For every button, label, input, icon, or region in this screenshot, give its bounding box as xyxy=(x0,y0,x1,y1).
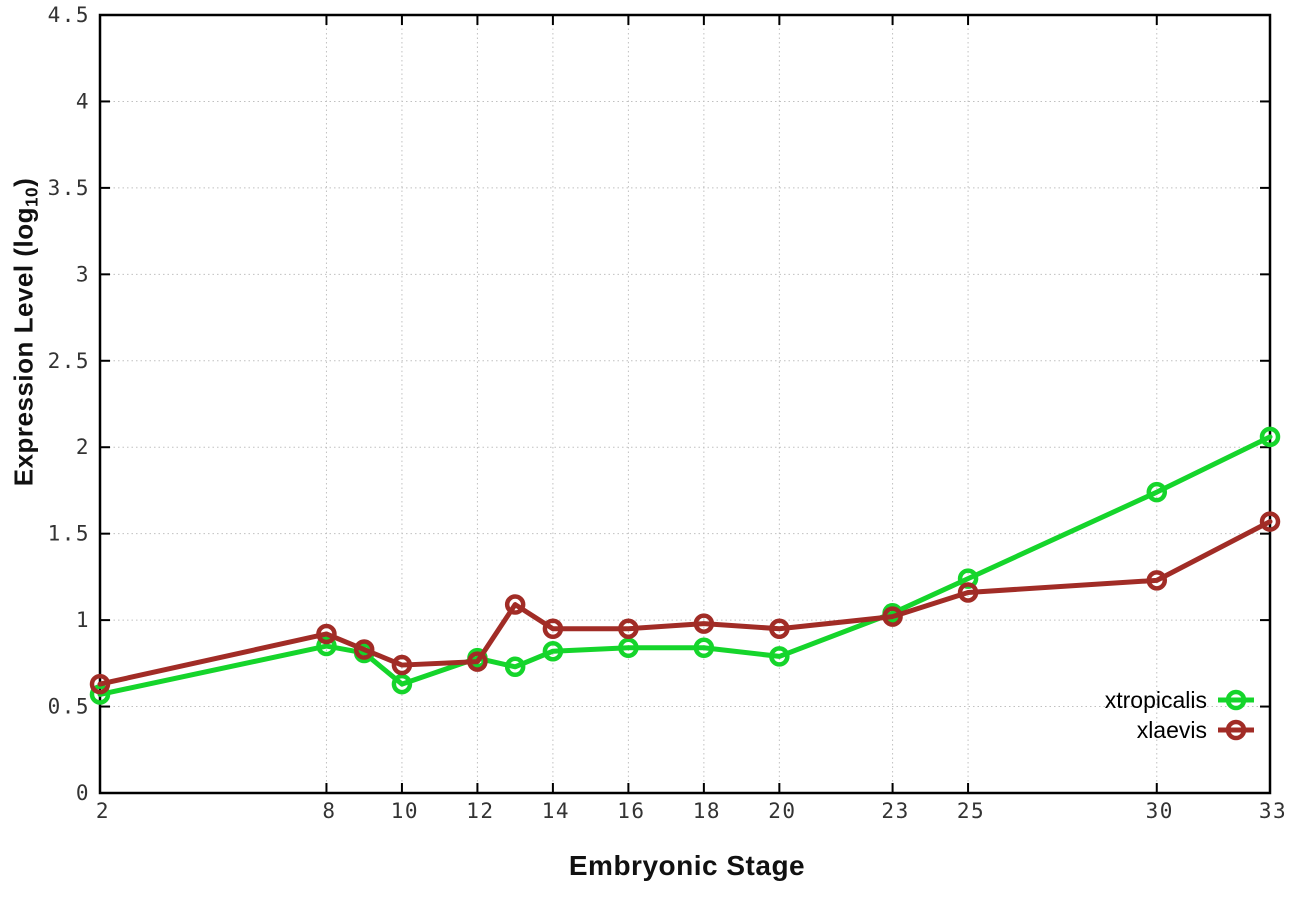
x-tick-labels: 2 8 10 12 14 16 18 20 23 25 30 33 xyxy=(96,799,1287,823)
axis-ticks xyxy=(99,14,1271,794)
y-axis-title-subscript: 10 xyxy=(21,186,42,208)
xlaevis-data-point-marker xyxy=(957,582,979,603)
plot-border xyxy=(98,13,1272,795)
xlaevis-data-point-marker xyxy=(882,606,903,627)
xlaevis-data-point-marker xyxy=(391,654,413,676)
y-tick-label: 4.5 xyxy=(48,3,90,27)
series-xlaevis xyxy=(89,511,1281,695)
xlaevis-data-point-marker xyxy=(769,618,790,640)
gridlines xyxy=(100,15,1270,793)
x-tick-label: 10 xyxy=(391,799,419,823)
x-tick-label: 12 xyxy=(466,799,494,823)
xlaevis-data-point-marker xyxy=(1259,511,1281,532)
x-tick-label: 23 xyxy=(881,799,909,823)
xlaevis-data-point-marker xyxy=(618,618,639,640)
x-tick-label: 14 xyxy=(542,799,570,823)
series-xtropicalis xyxy=(89,426,1281,705)
y-tick-label: 0 xyxy=(76,781,90,805)
xtropicalis-line xyxy=(97,434,1273,697)
xtropicalis-data-point-marker xyxy=(1259,426,1281,448)
xlaevis-data-point-marker xyxy=(316,623,337,645)
xlaevis-data-point-marker xyxy=(467,651,488,672)
legend-label-xlaevis: xlaevis xyxy=(1136,716,1207,743)
x-axis-title: Embryonic Stage xyxy=(568,850,806,881)
xlaevis-line xyxy=(97,519,1273,687)
x-tick-label: 25 xyxy=(957,799,985,823)
legend-item-xlaevis: xlaevis xyxy=(1137,716,1255,744)
legend: xtropicalis xlaevis xyxy=(1105,686,1255,744)
xtropicalis-data-point-marker xyxy=(391,673,413,695)
xtropicalis-data-point-marker xyxy=(693,637,715,659)
y-tick-label: 3 xyxy=(76,262,90,286)
xlaevis-data-point-marker xyxy=(693,613,715,634)
y-tick-label: 3.5 xyxy=(48,176,90,200)
xtropicalis-data-point-marker xyxy=(316,635,337,657)
x-tick-label: 2 xyxy=(96,799,110,823)
xtropicalis-data-point-marker xyxy=(542,640,564,662)
y-tick-label: 2.5 xyxy=(48,349,90,373)
y-tick-label: 2 xyxy=(76,435,90,459)
y-tick-label: 1 xyxy=(76,608,90,632)
x-tick-label: 20 xyxy=(768,799,796,823)
xlaevis-data-point-marker xyxy=(504,594,526,615)
x-tick-label: 30 xyxy=(1146,799,1174,823)
xtropicalis-marker-icon xyxy=(1218,689,1254,711)
x-tick-label: 16 xyxy=(617,799,645,823)
x-tick-label: 8 xyxy=(322,799,336,823)
x-tick-label: 33 xyxy=(1259,799,1287,823)
xtropicalis-data-point-marker xyxy=(1146,481,1168,503)
y-axis-title: Expression Level (log10) xyxy=(8,177,42,487)
xlaevis-marker-icon xyxy=(1218,719,1254,741)
xlaevis-data-point-marker xyxy=(1146,570,1168,591)
y-tick-labels: 0 0.5 1 1.5 2 2.5 3 3.5 4 4.5 xyxy=(48,3,90,805)
xlaevis-data-point-marker xyxy=(89,673,111,695)
y-axis-title-close: ) xyxy=(8,177,39,187)
legend-item-xtropicalis: xtropicalis xyxy=(1105,686,1255,714)
y-axis-title-text: Expression Level (log xyxy=(8,207,39,487)
legend-label-xtropicalis: xtropicalis xyxy=(1104,686,1207,713)
xlaevis-data-point-marker xyxy=(353,639,375,660)
x-tick-label: 18 xyxy=(693,799,721,823)
xtropicalis-data-point-marker xyxy=(769,646,790,667)
xtropicalis-data-point-marker xyxy=(504,656,526,678)
xlaevis-data-point-marker xyxy=(542,618,564,640)
y-tick-label: 0.5 xyxy=(48,695,90,719)
xtropicalis-data-point-marker xyxy=(618,637,639,659)
y-tick-label: 4 xyxy=(76,89,90,113)
y-tick-label: 1.5 xyxy=(48,522,90,546)
